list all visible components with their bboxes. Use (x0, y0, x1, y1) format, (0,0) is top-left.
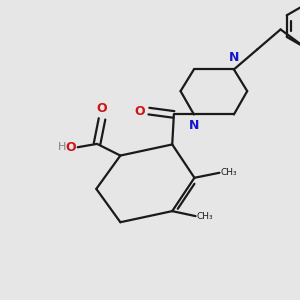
Text: CH₃: CH₃ (220, 168, 237, 177)
Text: CH₃: CH₃ (196, 212, 213, 220)
Text: O: O (134, 105, 145, 118)
Text: N: N (189, 119, 199, 132)
Text: O: O (97, 102, 107, 115)
Text: N: N (229, 51, 239, 64)
Text: O: O (65, 141, 76, 154)
Text: H: H (58, 142, 67, 152)
